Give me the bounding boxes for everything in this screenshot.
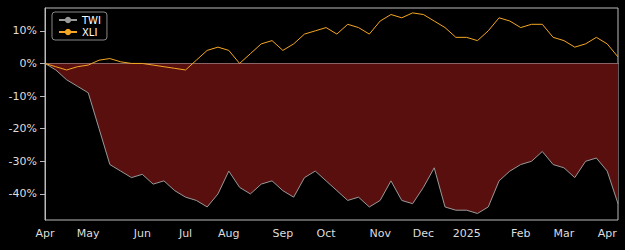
svg-text:10%: 10% [13,24,37,37]
svg-text:Mar: Mar [554,227,575,240]
svg-text:-20%: -20% [9,122,37,135]
svg-text:Apr: Apr [35,227,55,240]
svg-text:TWI: TWI [81,15,101,26]
svg-text:Jul: Jul [178,227,192,240]
svg-text:Jun: Jun [133,227,151,240]
svg-text:0%: 0% [20,57,37,70]
svg-text:May: May [77,227,100,240]
svg-text:-40%: -40% [9,187,37,200]
svg-text:Oct: Oct [317,227,337,240]
svg-text:Aug: Aug [218,227,239,240]
svg-text:XLI: XLI [82,27,97,38]
svg-text:Feb: Feb [511,227,530,240]
svg-text:-10%: -10% [9,90,37,103]
svg-text:-30%: -30% [9,155,37,168]
svg-text:Sep: Sep [272,227,293,240]
svg-text:Dec: Dec [413,227,434,240]
svg-text:Apr: Apr [598,227,618,240]
svg-text:Nov: Nov [369,227,391,240]
svg-text:2025: 2025 [453,227,481,240]
